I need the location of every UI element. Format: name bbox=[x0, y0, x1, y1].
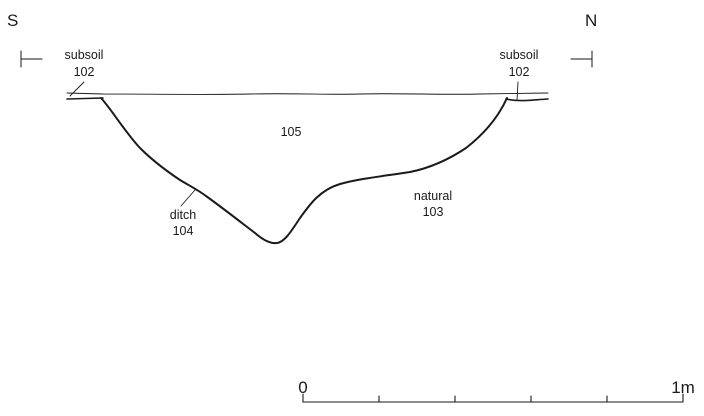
scale-bar bbox=[302, 393, 684, 403]
ditch-leader bbox=[180, 189, 196, 207]
surface-left-edge bbox=[66, 97, 104, 100]
subsoil-left-leader bbox=[69, 81, 85, 97]
ground-surface-line bbox=[66, 92, 549, 95]
natural-name: natural bbox=[414, 189, 452, 203]
surface-right-edge bbox=[505, 98, 549, 102]
scale-end-label: 1m bbox=[671, 378, 695, 397]
subsoil-right-leader bbox=[516, 81, 519, 101]
subsoil-left-name: subsoil bbox=[65, 48, 104, 62]
north-label: N bbox=[585, 11, 597, 30]
scale-start-label: 0 bbox=[298, 378, 307, 397]
ditch-number: 104 bbox=[173, 224, 194, 238]
subsoil-left-number: 102 bbox=[74, 65, 95, 79]
ditch-cut-outline bbox=[100, 97, 508, 245]
fill-number: 105 bbox=[281, 125, 302, 139]
section-marker-right bbox=[570, 50, 593, 68]
south-label: S bbox=[7, 11, 18, 30]
subsoil-right-name: subsoil bbox=[500, 48, 539, 62]
natural-number: 103 bbox=[423, 205, 444, 219]
subsoil-right-number: 102 bbox=[509, 65, 530, 79]
section-marker-left bbox=[20, 50, 43, 68]
ditch-name: ditch bbox=[170, 208, 196, 222]
